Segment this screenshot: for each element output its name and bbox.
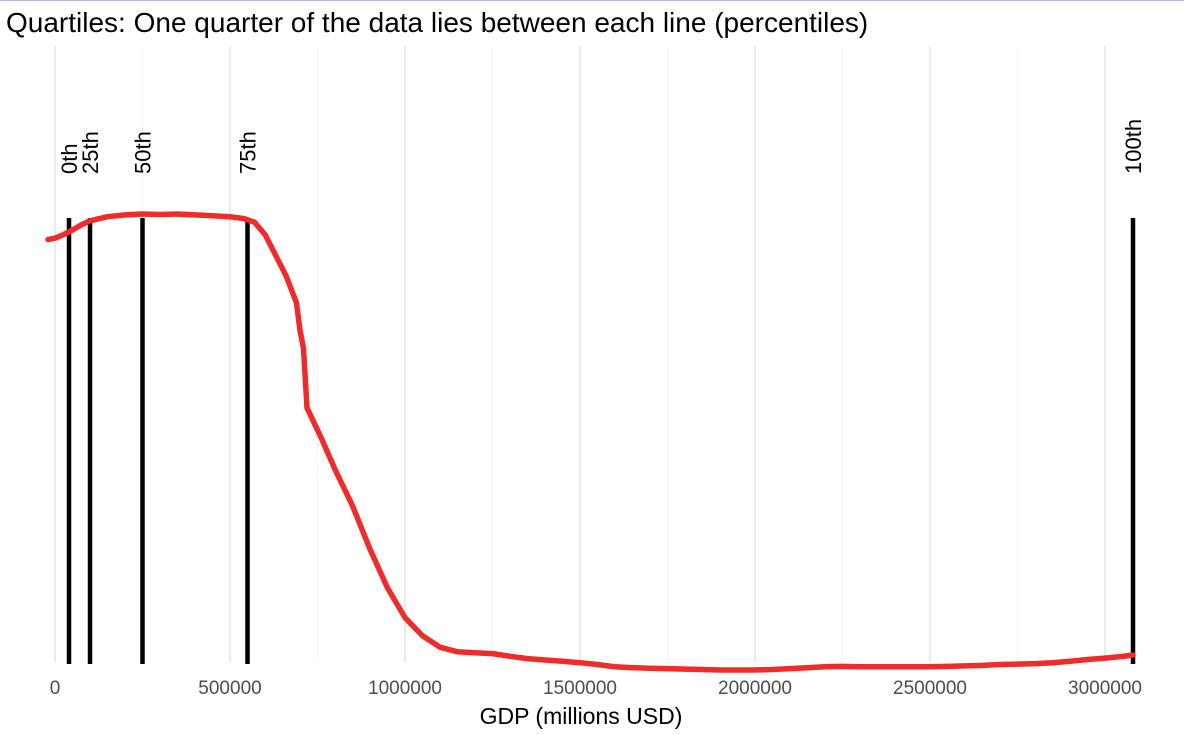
- x-tick-label: 0: [50, 678, 61, 699]
- density-curve: [45, 211, 1136, 673]
- percentile-label: 0th: [57, 143, 82, 174]
- x-tick-label: 2000000: [718, 678, 792, 699]
- percentile-label: 100th: [1121, 119, 1146, 174]
- gridlines: [54, 46, 1106, 662]
- chart-title: Quartiles: One quarter of the data lies …: [6, 7, 868, 38]
- percentile-lines: [66, 218, 1136, 664]
- top-border-line: [0, 0, 1184, 1]
- percentile-label: 75th: [236, 131, 261, 174]
- x-tick-label: 2500000: [893, 678, 967, 699]
- x-tick-label: 3000000: [1068, 678, 1142, 699]
- percentile-label: 25th: [78, 131, 103, 174]
- x-tick-label: 1500000: [543, 678, 617, 699]
- x-axis-ticks: 0 500000 1000000 1500000 2000000 2500000 30000…: [50, 678, 1142, 699]
- x-tick-label: 1000000: [368, 678, 442, 699]
- percentile-label: 50th: [131, 131, 156, 174]
- x-tick-label: 500000: [198, 678, 261, 699]
- x-axis-label: GDP (millions USD): [480, 703, 683, 729]
